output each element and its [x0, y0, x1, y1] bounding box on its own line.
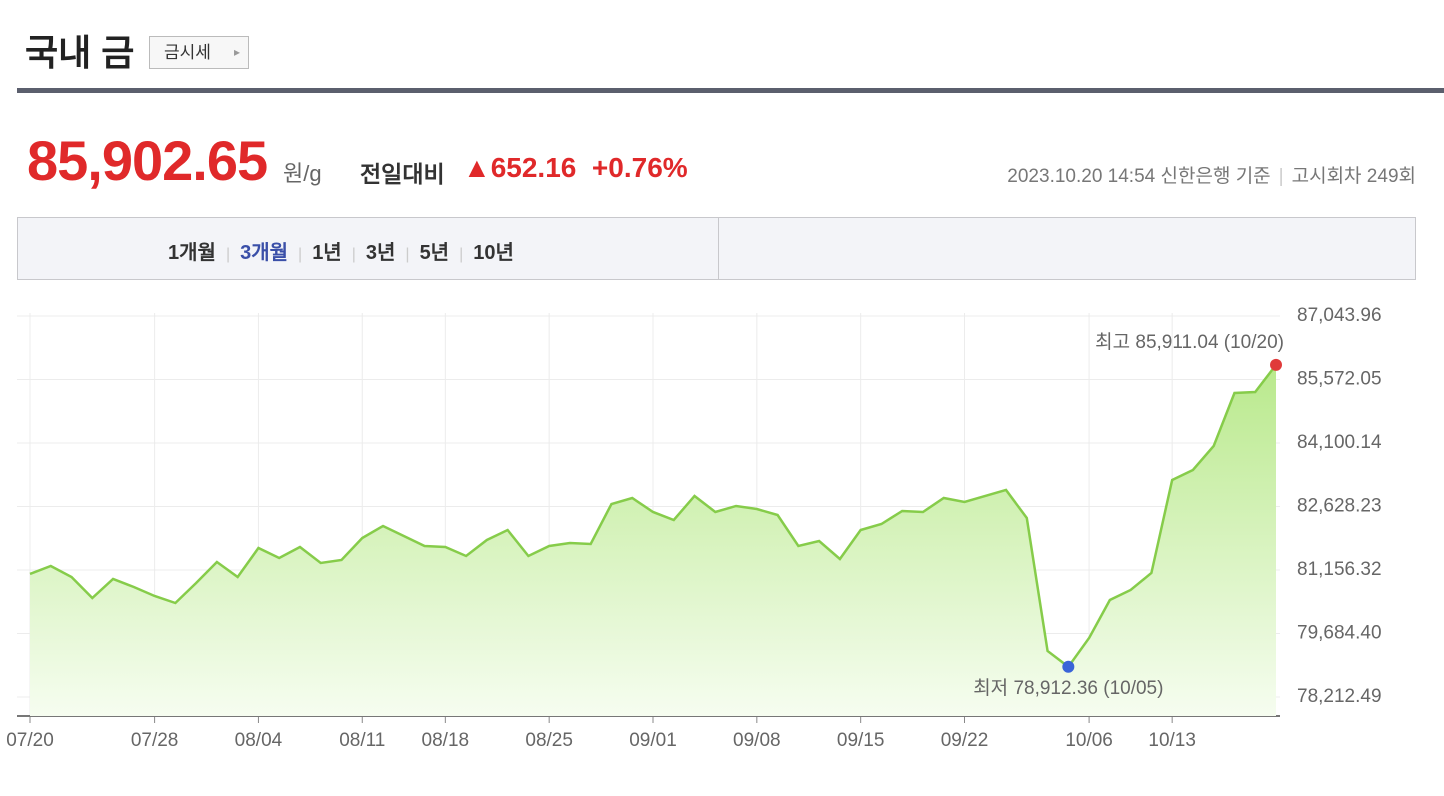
- x-tick-label: 09/08: [733, 730, 781, 751]
- y-tick-label: 79,684.40: [1297, 623, 1382, 644]
- x-tick-label: 08/25: [525, 730, 573, 751]
- x-tick-label: 08/18: [422, 730, 470, 751]
- datetime: 2023.10.20 14:54: [1007, 166, 1156, 187]
- x-tick-label: 09/15: [837, 730, 885, 751]
- y-tick-label: 85,572.05: [1297, 368, 1382, 389]
- tab[interactable]: 1년: [312, 242, 342, 264]
- x-tick-label: 08/11: [339, 730, 385, 751]
- x-tick-label: 10/06: [1065, 730, 1113, 751]
- max-label: 최고 85,911.04 (10/20): [1095, 331, 1284, 353]
- price: 85,902.65: [27, 129, 268, 192]
- tab[interactable]: 5년: [419, 242, 450, 264]
- change-value: ▲652.16: [463, 152, 577, 183]
- tab-list: 1개월 | 3개월 | 1년 | 3년 | 5년 | 10년: [158, 236, 524, 265]
- title: 국내 금: [25, 32, 135, 73]
- info: 2023.10.20 14:54 신한은행 기준 | 고시회차 249회: [1007, 166, 1416, 187]
- area: [30, 364, 1276, 716]
- x-tick-label: 07/20: [6, 730, 54, 751]
- y-tick-label: 87,043.96: [1297, 305, 1382, 326]
- min-label: 최저 78,912.36 (10/05): [973, 677, 1163, 699]
- x-tick-label: 09/22: [941, 730, 989, 751]
- price-button[interactable]: 금시세: [149, 36, 249, 69]
- y-tick-label: 84,100.14: [1297, 432, 1382, 453]
- y-tick-label: 78,212.49: [1297, 686, 1382, 707]
- y-tick-label: 82,628.23: [1297, 496, 1382, 517]
- tab[interactable]: 3개월: [240, 242, 289, 264]
- change-label: 전일대비: [360, 161, 445, 187]
- change-pct: +0.76%: [591, 152, 688, 183]
- x-tick-label: 10/13: [1148, 730, 1196, 751]
- source: 신한은행 기준: [1160, 166, 1271, 187]
- min-point: [1062, 660, 1075, 673]
- tab-bar: 1개월 | 3개월 | 1년 | 3년 | 5년 | 10년: [17, 217, 1416, 280]
- unit: 원/g: [283, 161, 322, 186]
- y-tick-label: 81,156.32: [1297, 559, 1382, 580]
- max-point: [1270, 358, 1282, 371]
- change: ▲652.16 +0.76%: [463, 152, 688, 184]
- tab[interactable]: 3년: [365, 242, 396, 264]
- x-tick-label: 09/01: [629, 730, 677, 751]
- header-rule: [17, 88, 1444, 93]
- x-tick-label: 07/28: [131, 730, 179, 751]
- tab[interactable]: 10년: [473, 242, 514, 264]
- tab[interactable]: 1개월: [168, 242, 216, 264]
- round: 고시회차 249회: [1291, 166, 1416, 187]
- x-tick-label: 08/04: [235, 730, 283, 751]
